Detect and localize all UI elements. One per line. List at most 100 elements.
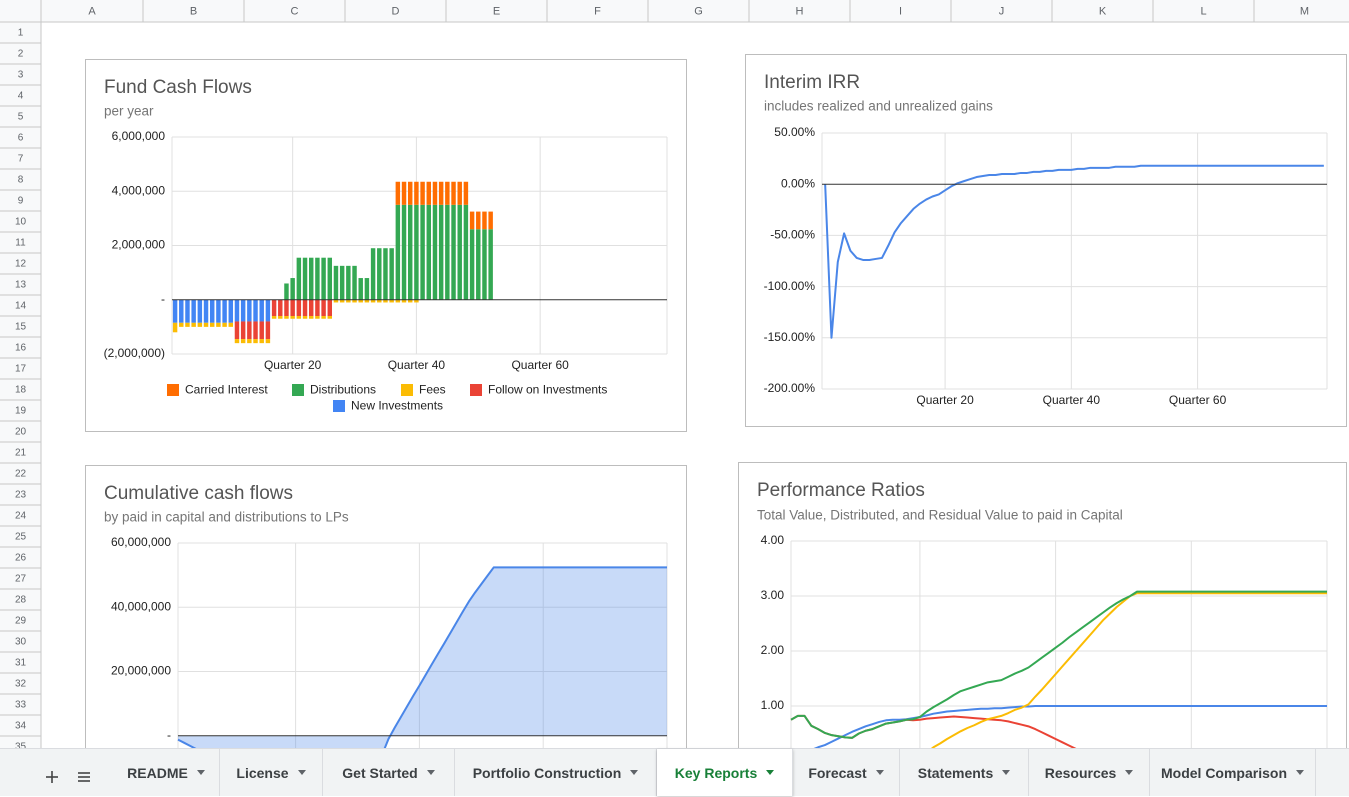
bar-segment: [308, 316, 314, 319]
x-tick-label: Quarter 40: [388, 358, 446, 372]
bar-segment: [333, 265, 339, 300]
sheet-tab-menu[interactable]: [1125, 770, 1134, 775]
sheet-tab-menu[interactable]: [196, 770, 205, 775]
bar-segment: [333, 299, 339, 303]
bar-segment: [401, 299, 407, 303]
bar-segment: [284, 316, 289, 319]
sheet-tab-label: Resources: [1044, 764, 1117, 781]
bar-segment: [290, 316, 295, 319]
y-tick-label: (2,000,000): [104, 346, 165, 360]
legend-label: New Investments: [351, 399, 443, 413]
sheet-tab-menu[interactable]: [297, 770, 306, 775]
sheet-tab-menu[interactable]: [1296, 770, 1304, 775]
row-header: 21: [15, 448, 27, 459]
bar-segment: [185, 299, 190, 323]
sheet-tab-menu[interactable]: [426, 770, 435, 775]
row-header: 31: [15, 658, 27, 669]
bar-segment: [290, 299, 295, 317]
bar-segment: [395, 181, 401, 205]
bar-segment: [327, 299, 333, 317]
caret-icon: [1002, 770, 1011, 775]
bar-segment: [395, 299, 401, 303]
bar-segment: [463, 204, 469, 300]
all-sheets-button[interactable]: [74, 749, 94, 797]
chart-subtitle: per year: [104, 104, 154, 119]
sheet-tab[interactable]: License: [220, 749, 323, 796]
chart: Cumulative cash flows by paid in capital …: [85, 465, 687, 748]
chart: Interim IRR includes realized and unreali…: [745, 54, 1347, 427]
area-fill: [178, 567, 667, 748]
sheet-tab-label: README: [127, 764, 188, 781]
sheet-tab[interactable]: Model Comparison: [1150, 749, 1316, 796]
sheet-tab[interactable]: Resources: [1029, 749, 1150, 796]
y-tick-label: 20,000,000: [111, 664, 171, 678]
sheet-tab[interactable]: Get Started: [323, 749, 455, 796]
data-line: [790, 590, 1327, 739]
sheet-tab[interactable]: Portfolio Construction: [455, 749, 657, 796]
x-tick-label: Quarter 20: [916, 393, 974, 407]
row-header: 25: [15, 532, 27, 543]
x-tick-label: Quarter 60: [511, 358, 569, 372]
row-header: 23: [15, 490, 27, 501]
bar-segment: [488, 229, 493, 300]
chart-frame: [738, 462, 1347, 748]
bar-segment: [420, 204, 425, 300]
bar-segment: [216, 299, 221, 323]
sheet-tab-menu[interactable]: [1002, 770, 1011, 775]
row-header: 30: [15, 637, 27, 648]
bar-segment: [240, 339, 246, 344]
bar-segment: [179, 322, 184, 327]
y-tick-label: 4,000,000: [112, 183, 166, 197]
sheet-tab[interactable]: README: [113, 749, 220, 796]
sheet-tab[interactable]: Forecast: [793, 749, 900, 796]
y-tick-label: 4.00: [761, 533, 785, 547]
caret-icon: [875, 770, 884, 775]
bar-segment: [407, 181, 413, 205]
chart-subtitle: Total Value, Distributed, and Residual V…: [757, 508, 1123, 523]
bar-segment: [265, 299, 271, 322]
bar-segment: [339, 265, 345, 300]
row-header-bar: [0, 22, 41, 748]
column-header: B: [190, 5, 197, 17]
row-header: 3: [18, 70, 24, 81]
bar-segment: [271, 316, 277, 319]
sheet-tab-menu[interactable]: [630, 770, 639, 775]
row-header: 33: [15, 700, 27, 711]
bar-segment: [407, 204, 413, 300]
bar-segment: [358, 278, 363, 300]
bar-segment: [438, 204, 444, 300]
bar-segment: [240, 299, 246, 322]
bar-segment: [426, 204, 432, 300]
bar-segment: [308, 257, 314, 300]
column-header: D: [392, 5, 400, 17]
bar-segment: [445, 204, 450, 300]
sheet-tab[interactable]: Key Reports: [657, 749, 793, 796]
bar-segment: [432, 204, 438, 300]
bar-segment: [370, 299, 376, 303]
row-header: 32: [15, 679, 27, 690]
add-sheet-button[interactable]: [42, 749, 62, 797]
column-header-bar: [0, 0, 1349, 22]
row-header: 28: [15, 595, 27, 606]
caret-icon: [766, 770, 775, 775]
bar-segment: [370, 248, 376, 300]
bar-segment: [432, 181, 438, 205]
bar-segment: [395, 204, 401, 300]
bar-segment: [179, 299, 184, 323]
sheet-tab-label: Get Started: [342, 764, 418, 781]
row-header: 7: [18, 154, 24, 165]
plot-area: [171, 136, 668, 355]
sheet-tab-menu[interactable]: [875, 770, 884, 775]
sheet-tab-menu[interactable]: [766, 770, 775, 775]
bar-segment: [302, 316, 308, 319]
sheet-tab[interactable]: Statements: [900, 749, 1029, 796]
caret-icon: [196, 770, 205, 775]
bar-segment: [364, 278, 370, 300]
sheet-area: A B C D E F G H I J K L M123456789101112131415161718…: [0, 0, 1349, 748]
row-header: 9: [18, 196, 24, 207]
legend-label: Distributions: [310, 383, 376, 397]
chart-title: Fund Cash Flows: [104, 77, 252, 98]
bar-segment: [346, 299, 351, 303]
data-line: [813, 705, 1327, 748]
row-header: 35: [15, 742, 27, 748]
